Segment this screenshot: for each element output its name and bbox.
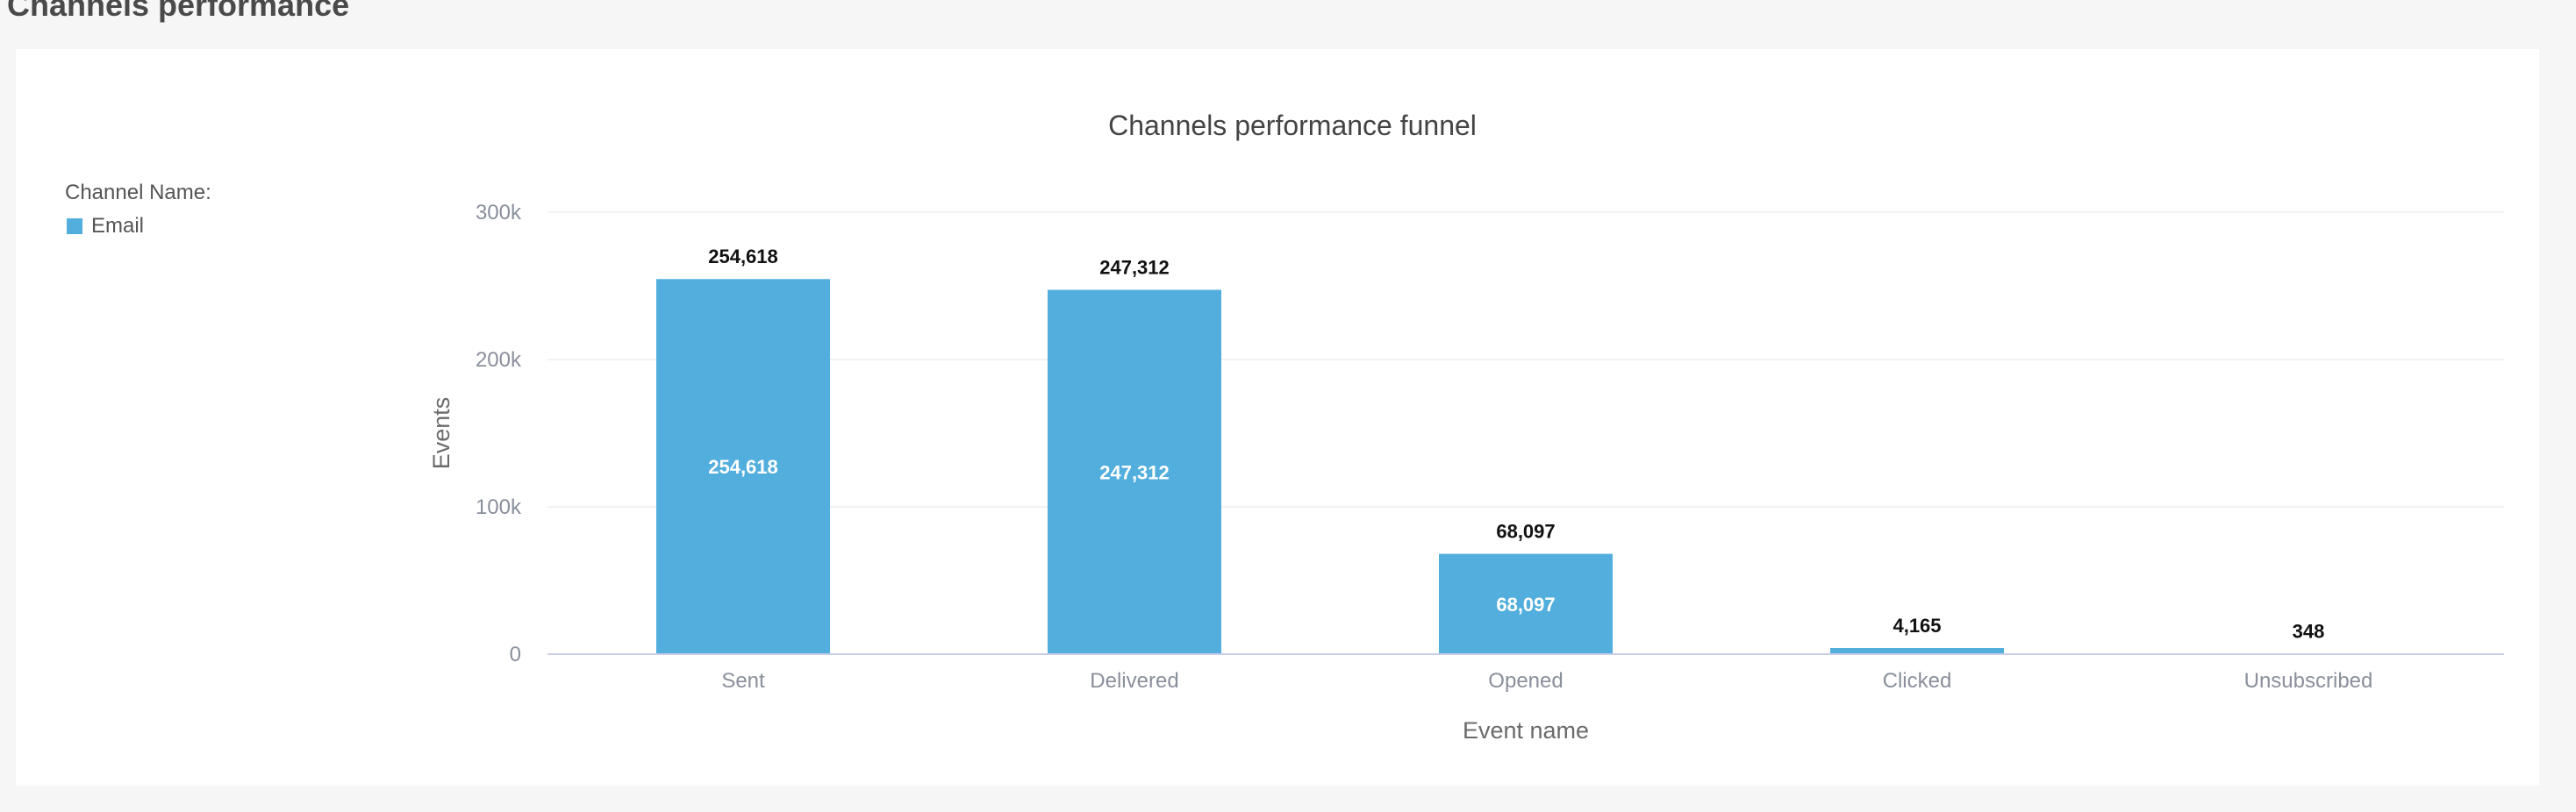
y-axis-label: Events xyxy=(428,397,454,470)
data-label-inside: 68,097 xyxy=(1496,594,1555,616)
data-label: 348 xyxy=(2293,620,2325,642)
data-label-inside: 254,618 xyxy=(708,456,778,478)
x-tick-label: Unsubscribed xyxy=(2244,669,2373,693)
bar-delivered xyxy=(1048,289,1221,654)
data-label: 247,312 xyxy=(1099,257,1170,279)
x-tick-label: Delivered xyxy=(1090,669,1178,693)
legend-title: Channel Name: xyxy=(65,181,211,204)
legend-item-email[interactable]: Email xyxy=(65,214,211,239)
page-title: Channels performance xyxy=(7,0,350,23)
data-label: 4,165 xyxy=(1893,615,1941,637)
y-tick-label: 200k xyxy=(476,348,522,372)
bar-clicked xyxy=(1830,648,2004,654)
data-label: 254,618 xyxy=(708,246,778,267)
bar-chart: Channels performance funnel 0 100k 200k 300k… xyxy=(428,110,2504,744)
data-label-inside: 247,312 xyxy=(1099,461,1170,483)
bar-sent xyxy=(656,279,830,654)
x-tick-label: Sent xyxy=(721,669,765,693)
bar-opened xyxy=(1439,553,1613,654)
chart-card: Channel Name: Email Channels performance… xyxy=(16,49,2539,786)
y-tick-label: 300k xyxy=(476,201,522,224)
x-tick-label: Opened xyxy=(1488,669,1563,693)
x-axis-label: Event name xyxy=(1463,717,1589,744)
data-label: 68,097 xyxy=(1496,521,1555,543)
legend-swatch xyxy=(67,218,82,234)
chart-title: Channels performance funnel xyxy=(1108,110,1477,141)
legend-item-label: Email xyxy=(91,214,145,238)
x-tick-label: Clicked xyxy=(1883,669,1952,693)
legend: Channel Name: Email xyxy=(65,181,211,239)
y-tick-label: 100k xyxy=(476,495,522,519)
y-tick-label: 0 xyxy=(510,643,521,666)
